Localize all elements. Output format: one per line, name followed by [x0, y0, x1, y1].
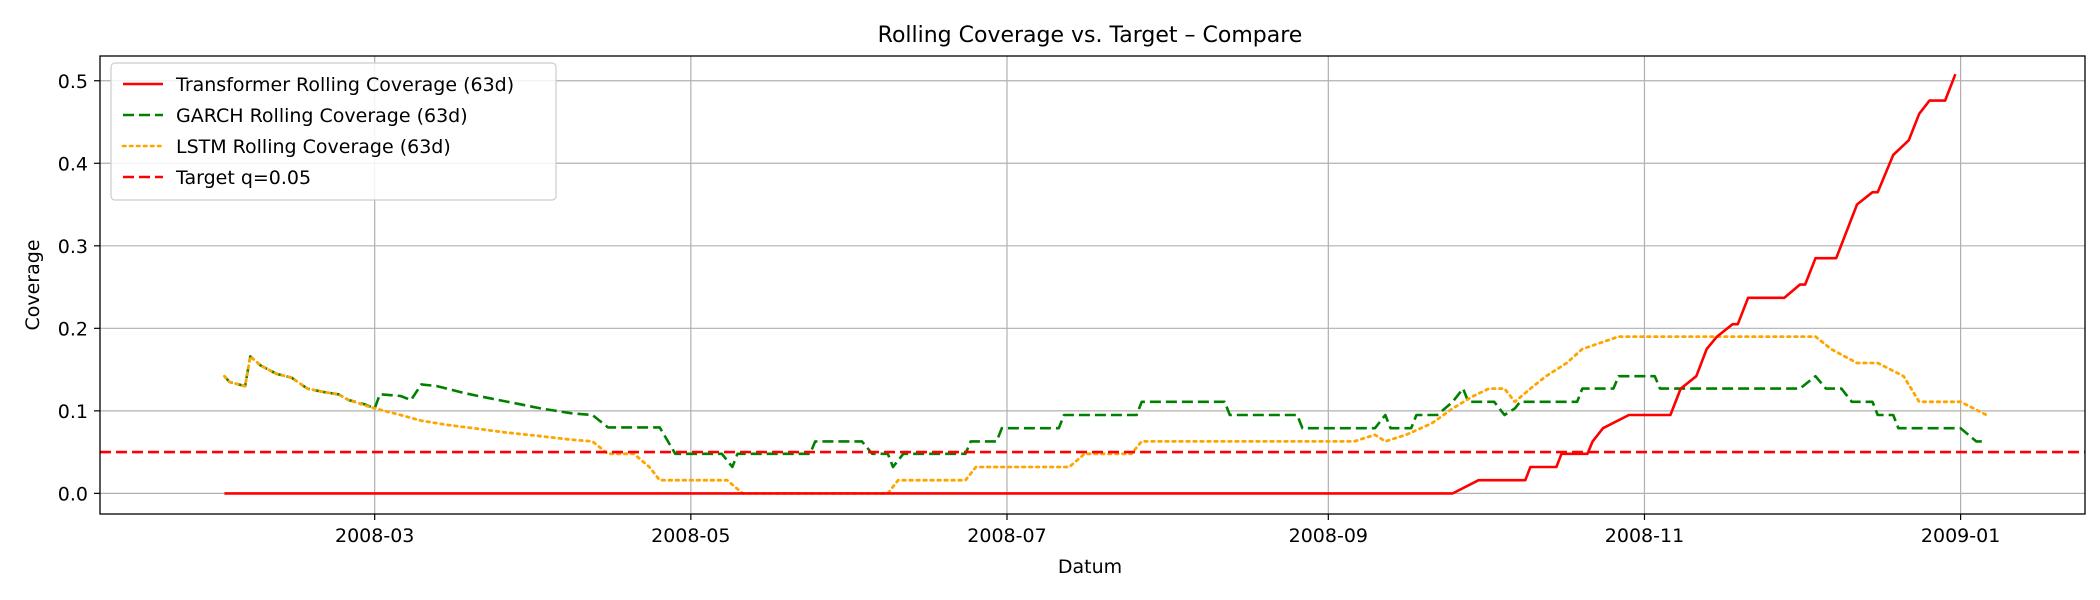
- plot-area: [100, 73, 2085, 495]
- y-tick-label: 0.5: [58, 71, 88, 93]
- series-line-0: [224, 73, 1957, 495]
- series-line-2: [222, 335, 1988, 495]
- x-tick-label: 2008-11: [1605, 525, 1684, 547]
- y-tick-label: 0.1: [58, 401, 88, 423]
- plot-frame: [99, 55, 2086, 515]
- series-line-1: [223, 355, 1987, 469]
- legend-label: Transformer Rolling Coverage (63d): [175, 74, 514, 96]
- x-tick-label: 2008-07: [967, 525, 1046, 547]
- x-tick-label: 2008-03: [335, 525, 414, 547]
- x-tick-label: 2009-01: [1921, 525, 2000, 547]
- y-tick-label: 0.0: [58, 483, 88, 505]
- y-axis-label: Coverage: [22, 239, 44, 330]
- chart-title: Rolling Coverage vs. Target – Compare: [878, 23, 1303, 48]
- x-tick-label: 2008-05: [651, 525, 730, 547]
- y-tick-label: 0.2: [58, 318, 88, 340]
- legend-label: Target q=0.05: [175, 167, 311, 189]
- legend-box: [110, 62, 557, 201]
- axis-ticks: 2008-03 2008-05 2008-07 2008-09 2008-11 2009-…: [58, 71, 2001, 547]
- x-tick-label: 2008-09: [1289, 525, 1368, 547]
- legend-label: GARCH Rolling Coverage (63d): [176, 105, 468, 127]
- legend-label: LSTM Rolling Coverage (63d): [176, 136, 451, 158]
- y-tick-label: 0.4: [58, 153, 88, 175]
- legend: Transformer Rolling Coverage (63d) GARCH …: [110, 62, 557, 201]
- y-tick-label: 0.3: [58, 236, 88, 258]
- x-axis-label: Datum: [1058, 556, 1122, 578]
